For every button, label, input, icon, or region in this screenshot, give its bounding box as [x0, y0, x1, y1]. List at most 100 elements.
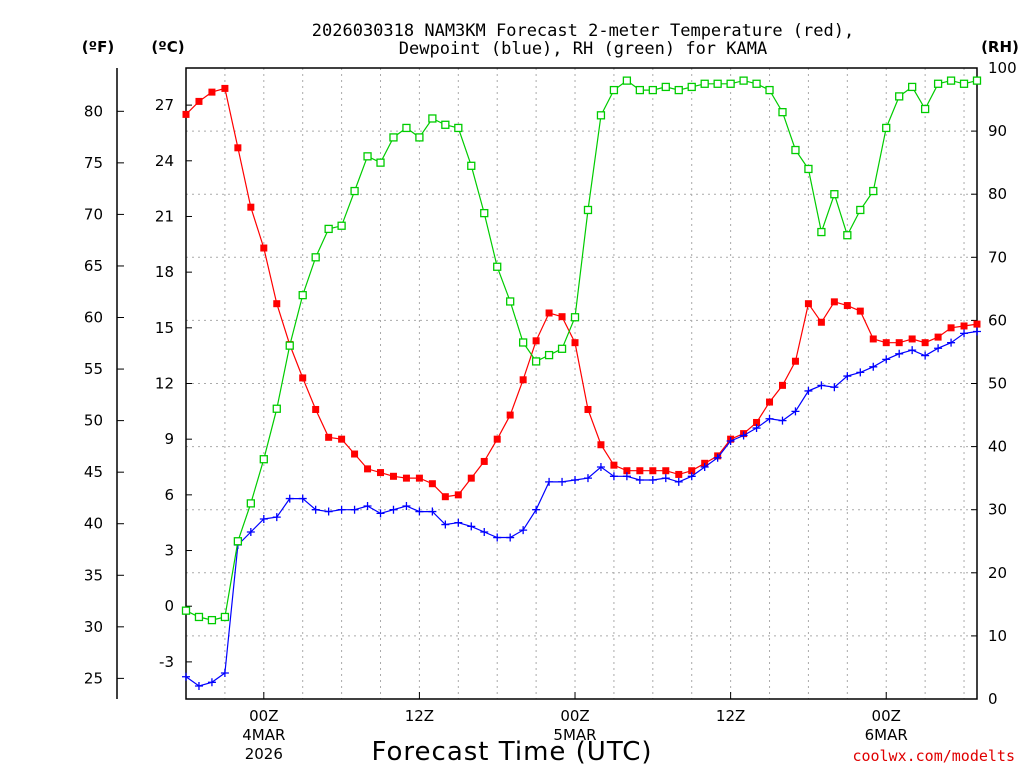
rh-point [882, 123, 891, 133]
rh-point [635, 85, 645, 95]
temperature-point [675, 470, 683, 478]
temperature-point [791, 357, 799, 365]
temperature-point [389, 472, 397, 480]
rh-point [933, 79, 943, 88]
celsius-unit-label: (ºC) [151, 38, 184, 56]
dewpoint-point [285, 494, 294, 503]
dewpoint-point [454, 518, 463, 527]
credit-link[interactable]: coolwx.com/modelts [852, 747, 1015, 765]
dewpoint-point [441, 520, 450, 529]
temperature-point [623, 467, 631, 475]
dewpoint-point [713, 453, 722, 462]
rh-tick-label: 70 [988, 248, 1007, 266]
dewpoint-point [350, 505, 359, 514]
rh-point [830, 190, 839, 199]
celsius-axis: -3 0 3 6 9 12 15 18 21 24 27 [155, 96, 192, 671]
rh-point [791, 145, 800, 155]
temperature-point [558, 313, 566, 321]
fahrenheit-tick-label: 70 [84, 205, 103, 223]
temperature-point [662, 467, 670, 475]
rh-point [518, 338, 528, 347]
temperature-point [338, 435, 346, 443]
temperature-point [480, 457, 488, 465]
rh-point [817, 227, 826, 237]
dewpoint-point [804, 386, 813, 395]
temperature-point [325, 433, 333, 441]
rh-point [259, 455, 268, 464]
celsius-tick-label: 18 [155, 263, 174, 281]
dewpoint-point [960, 329, 969, 338]
dewpoint-point [259, 514, 268, 523]
fahrenheit-tick-label: 45 [84, 463, 103, 481]
rh-series [181, 76, 982, 625]
dewpoint-point [908, 346, 917, 355]
rh-point [181, 606, 191, 615]
series-layer [181, 76, 982, 691]
fahrenheit-tick-label: 55 [84, 360, 103, 378]
temperature-point [753, 418, 761, 426]
dewpoint-point [389, 505, 398, 514]
dewpoint-point [246, 527, 255, 536]
rh-unit-label: (RH) [981, 38, 1019, 56]
temperature-point [467, 474, 475, 482]
dewpoint-point [817, 381, 826, 390]
dewpoint-point [687, 472, 696, 481]
time-tick-label: 00Z [872, 707, 901, 725]
celsius-tick-label: 3 [164, 542, 174, 560]
fahrenheit-tick-label: 50 [84, 412, 103, 430]
temperature-point [247, 203, 255, 211]
temperature-point [610, 461, 618, 469]
temperature-point [532, 337, 540, 345]
celsius-tick-label: 21 [155, 207, 174, 225]
temperature-point [428, 480, 436, 488]
rh-point [272, 404, 281, 413]
rh-point [700, 79, 709, 88]
dewpoint-point [726, 437, 735, 446]
chart-title: 2026030318 NAM3KM Forecast 2-meter Tempe… [312, 21, 854, 41]
time-tick-year: 2026 [245, 745, 283, 763]
rh-point [298, 291, 307, 300]
fahrenheit-tick-label: 30 [84, 618, 103, 636]
fahrenheit-tick-label: 80 [84, 102, 103, 120]
dewpoint-point [571, 476, 580, 485]
temperature-point [830, 298, 838, 306]
dewpoint-point [272, 513, 281, 522]
dewpoint-point [674, 477, 683, 486]
rh-point [674, 85, 683, 95]
temperature-point [766, 398, 774, 406]
rh-axis: 0 10 20 30 40 50 60 70 80 90 100 [971, 59, 1017, 708]
temperature-point [908, 335, 916, 343]
dewpoint-point [207, 678, 216, 687]
fahrenheit-tick-label: 40 [84, 515, 103, 533]
dewpoint-point [648, 476, 657, 485]
temperature-point [778, 381, 786, 389]
dewpoint-point [519, 526, 528, 535]
dewpoint-point [947, 338, 956, 347]
dewpoint-point [869, 362, 878, 371]
rh-point [544, 350, 554, 360]
rh-point [739, 76, 748, 85]
rh-point [363, 152, 372, 161]
temperature-point [571, 339, 579, 347]
dewpoint-point [182, 672, 190, 681]
dewpoint-point [583, 474, 592, 483]
rh-point [285, 341, 294, 350]
temperature-point [869, 335, 877, 343]
temperature-point [493, 435, 501, 443]
temperature-point [273, 300, 281, 308]
time-tick-label: 00Z [560, 707, 589, 725]
x-axis-title: Forecast Time (UTC) [371, 737, 652, 767]
rh-point [376, 158, 385, 167]
dewpoint-point [635, 476, 644, 485]
rh-point [194, 612, 204, 622]
rh-point [959, 79, 969, 88]
rh-point [972, 76, 982, 85]
rh-point [428, 114, 437, 123]
dewpoint-point [765, 414, 774, 423]
dewpoint-point [324, 507, 333, 516]
dewpoint-point [830, 383, 839, 392]
rh-point [493, 262, 502, 271]
temperature-point [947, 324, 955, 332]
rh-tick-label: 100 [988, 59, 1017, 77]
dewpoint-point [778, 416, 787, 425]
